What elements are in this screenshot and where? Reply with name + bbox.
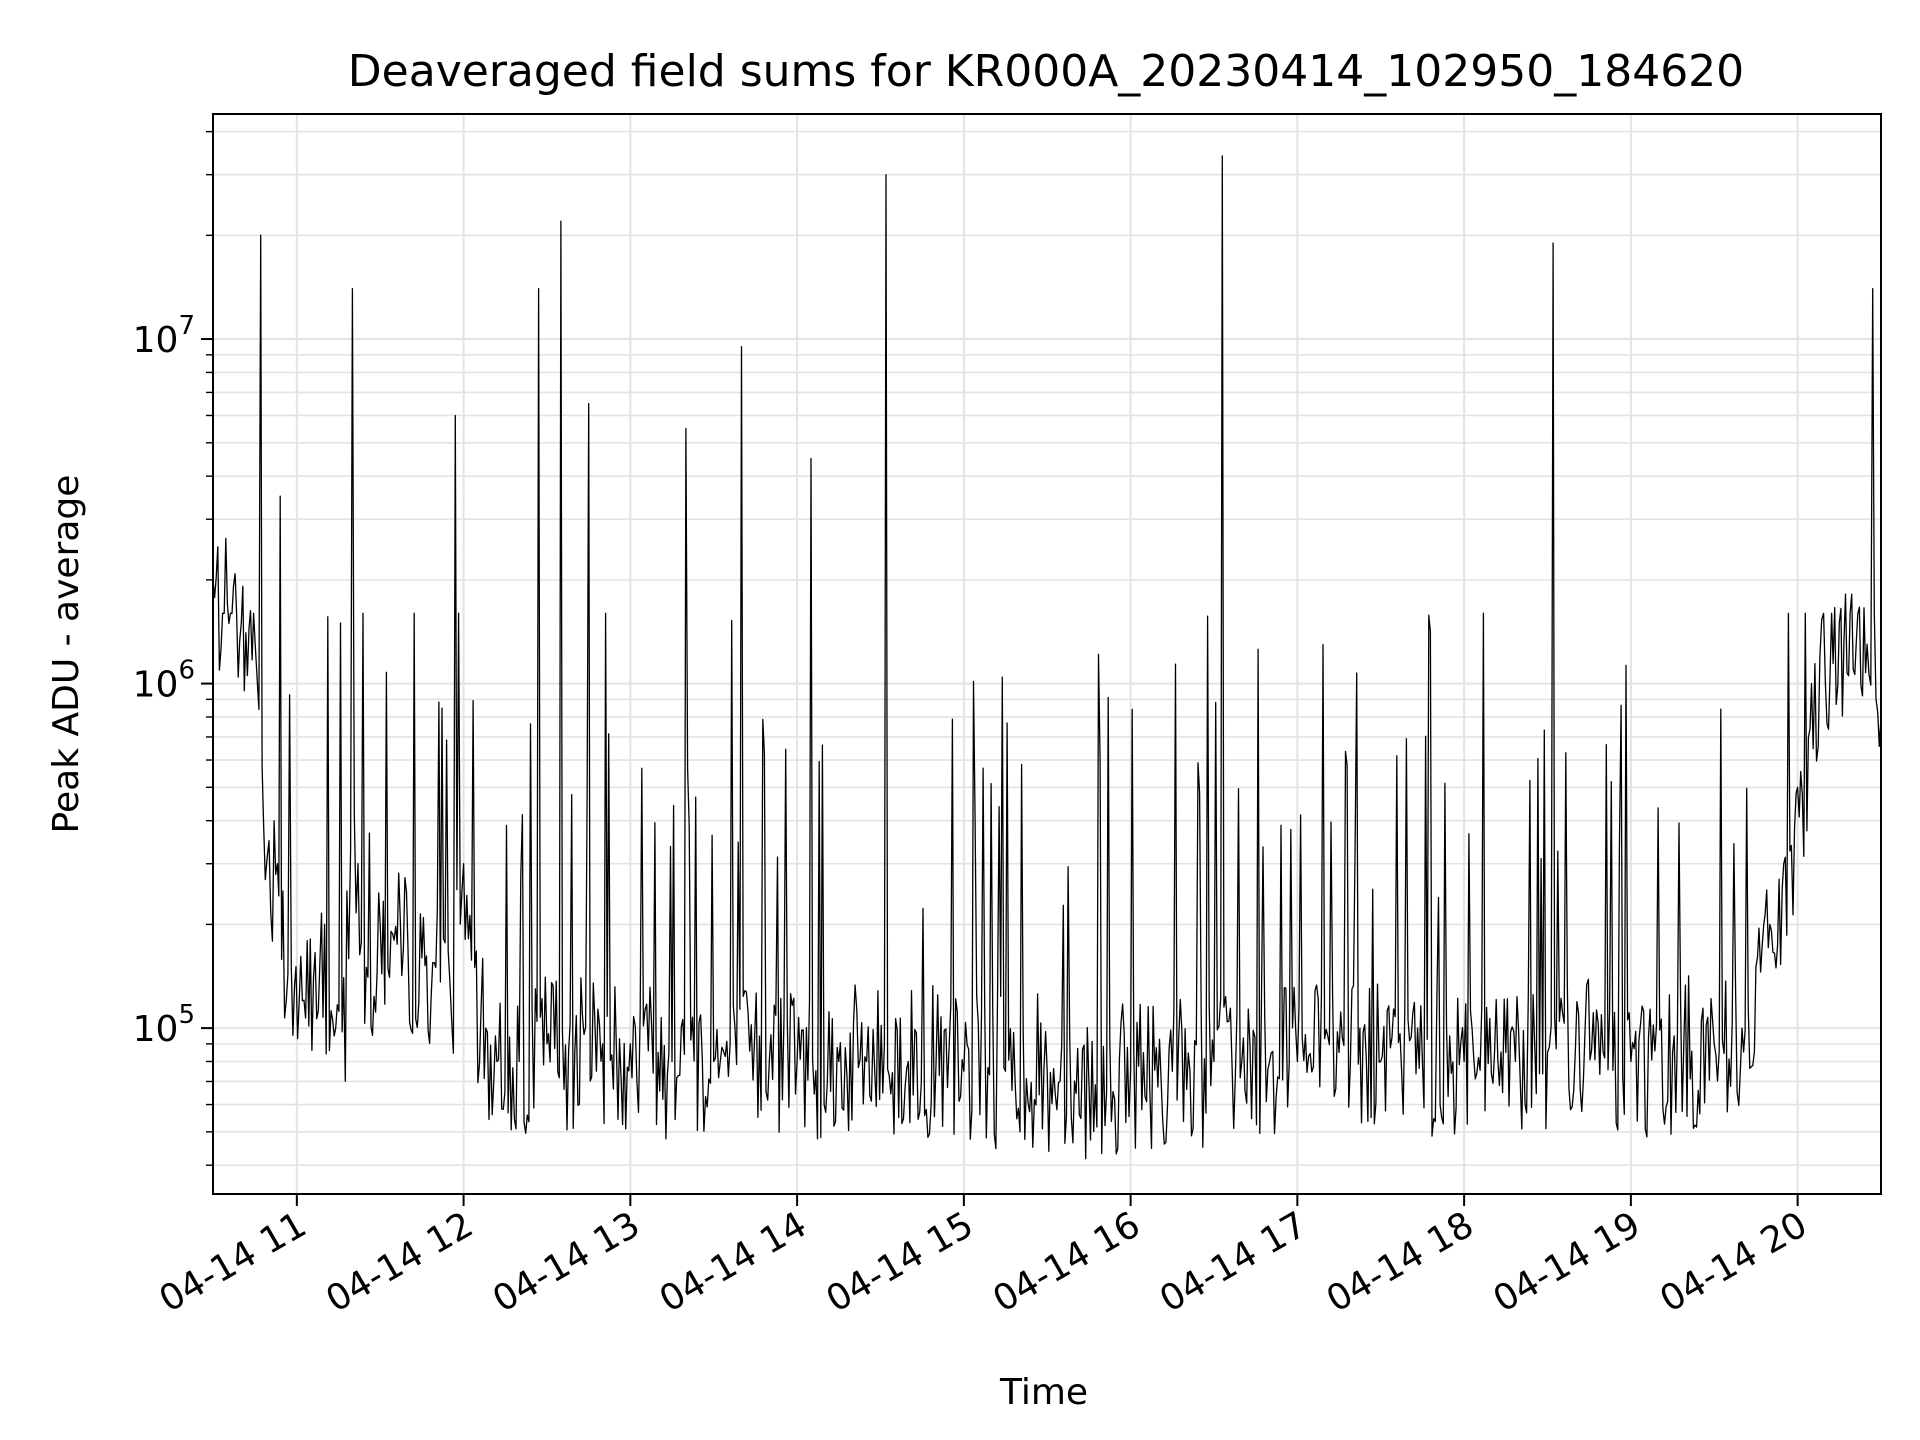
y-tick-label: 105 [133, 1000, 195, 1050]
plot-area [212, 155, 1882, 1160]
x-axis-label: Time [999, 1372, 1088, 1413]
plot-frame [212, 113, 1882, 1195]
y-axis: 105 106 107 [133, 130, 213, 1166]
grid [213, 114, 1881, 1194]
series-line [212, 155, 1882, 1160]
y-tick-label: 107 [133, 311, 195, 361]
y-axis-label: Peak ADU - average [46, 475, 87, 834]
y-tick-label: 106 [133, 656, 195, 706]
chart-title: Deaveraged field sums for KR000A_2023041… [348, 46, 1744, 97]
